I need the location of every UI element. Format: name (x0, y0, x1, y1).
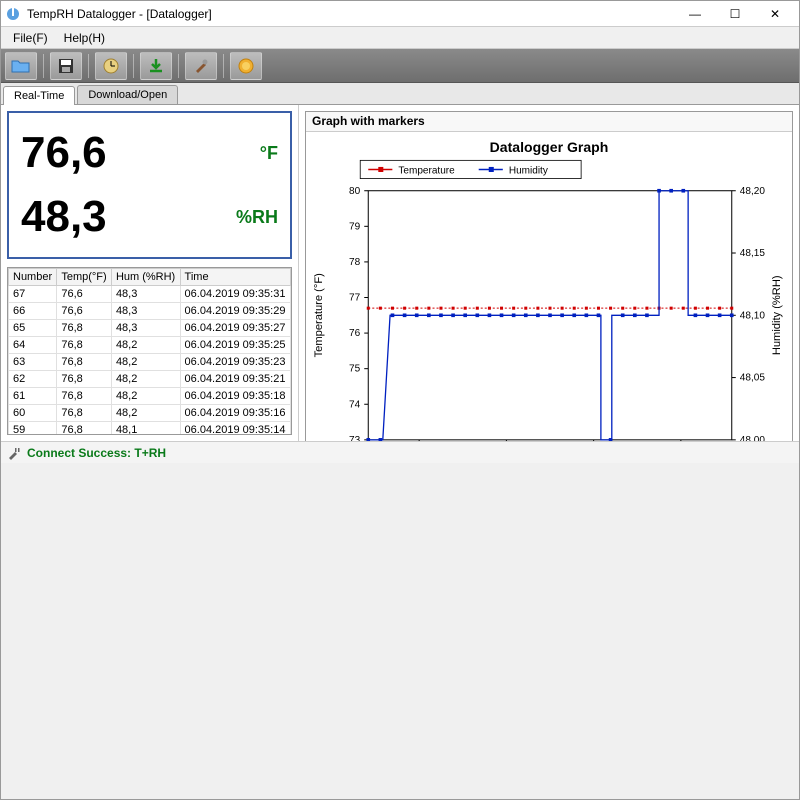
table-row[interactable]: 6076,848,206.04.2019 09:35:16 (9, 405, 291, 422)
svg-text:Humidity: Humidity (509, 165, 549, 176)
table-row[interactable]: 5976,848,106.04.2019 09:35:14 (9, 422, 291, 436)
table-row[interactable]: 6176,848,206.04.2019 09:35:18 (9, 388, 291, 405)
table-row[interactable]: 6476,848,206.04.2019 09:35:25 (9, 337, 291, 354)
svg-text:75: 75 (349, 364, 361, 375)
svg-text:Humidity (%RH): Humidity (%RH) (771, 275, 783, 355)
download-button[interactable] (140, 52, 172, 80)
maximize-button[interactable]: ☐ (715, 2, 755, 26)
window-title: TempRH Datalogger - [Datalogger] (27, 7, 675, 21)
svg-text:Temperature (°F): Temperature (°F) (313, 273, 325, 357)
svg-text:79: 79 (349, 221, 361, 232)
menu-file[interactable]: File(F) (5, 29, 56, 47)
save-button[interactable] (50, 52, 82, 80)
toolbar (1, 49, 799, 83)
plug-icon (7, 446, 21, 460)
temp-value: 76,6 (21, 128, 107, 178)
app-icon (5, 6, 21, 22)
folder-icon (11, 58, 31, 74)
download-icon (148, 58, 164, 74)
svg-text:73: 73 (349, 435, 361, 441)
graph-panel: Graph with markers Datalogger Graph Tempe… (305, 111, 793, 441)
col-header[interactable]: Hum (%RH) (111, 269, 180, 286)
coin-button[interactable] (230, 52, 262, 80)
tools-button[interactable] (185, 52, 217, 80)
table-row[interactable]: 6776,648,306.04.2019 09:35:31 (9, 286, 291, 303)
tab-realtime[interactable]: Real-Time (3, 86, 75, 105)
save-icon (58, 58, 74, 74)
col-header[interactable]: Number (9, 269, 57, 286)
table-row[interactable]: 6376,848,206.04.2019 09:35:23 (9, 354, 291, 371)
svg-text:Temperature: Temperature (398, 165, 455, 176)
svg-text:74: 74 (349, 399, 361, 410)
readings-panel: 76,6 °F 48,3 %RH (7, 111, 292, 259)
hum-unit: %RH (236, 207, 278, 228)
tabstrip: Real-Time Download/Open (1, 83, 799, 105)
table-row[interactable]: 6676,648,306.04.2019 09:35:29 (9, 303, 291, 320)
table-row[interactable]: 6276,848,206.04.2019 09:35:21 (9, 371, 291, 388)
svg-text:Datalogger Graph: Datalogger Graph (490, 139, 609, 155)
svg-text:76: 76 (349, 328, 361, 339)
table-row[interactable]: 6576,848,306.04.2019 09:35:27 (9, 320, 291, 337)
hum-value: 48,3 (21, 192, 107, 242)
clock-icon (102, 57, 120, 75)
coin-icon (237, 57, 255, 75)
titlebar: TempRH Datalogger - [Datalogger] — ☐ ✕ (1, 1, 799, 27)
tab-download[interactable]: Download/Open (77, 85, 178, 104)
svg-text:77: 77 (349, 293, 361, 304)
svg-text:48,15: 48,15 (740, 248, 766, 259)
minimize-button[interactable]: — (675, 2, 715, 26)
clock-button[interactable] (95, 52, 127, 80)
menubar: File(F) Help(H) (1, 27, 799, 49)
chart: Datalogger Graph Temperature Humidity 73 74 7… (306, 132, 792, 441)
tools-icon (193, 58, 209, 74)
data-table[interactable]: NumberTemp(°F)Hum (%RH)Time 6776,648,306… (7, 267, 292, 435)
status-text: Connect Success: T+RH (27, 446, 166, 460)
svg-text:48,10: 48,10 (740, 310, 766, 321)
svg-text:80: 80 (349, 186, 361, 197)
close-button[interactable]: ✕ (755, 2, 795, 26)
graph-panel-title: Graph with markers (306, 112, 792, 132)
svg-text:48,05: 48,05 (740, 373, 766, 384)
temp-unit: °F (260, 143, 278, 164)
col-header[interactable]: Time (180, 269, 290, 286)
statusbar: Connect Success: T+RH (1, 441, 799, 463)
svg-text:48,00: 48,00 (740, 435, 766, 441)
open-button[interactable] (5, 52, 37, 80)
svg-text:78: 78 (349, 257, 361, 268)
svg-text:48,20: 48,20 (740, 186, 766, 197)
menu-help[interactable]: Help(H) (56, 29, 113, 47)
col-header[interactable]: Temp(°F) (57, 269, 112, 286)
